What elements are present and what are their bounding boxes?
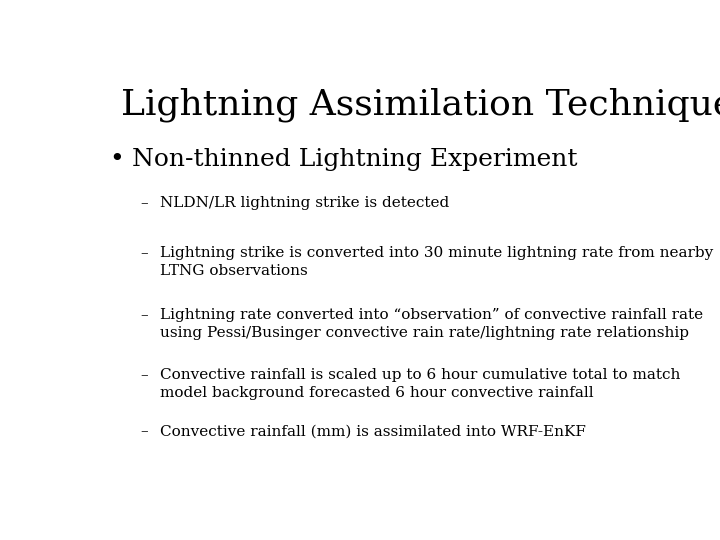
Text: Lightning rate converted into “observation” of convective rainfall rate
using Pe: Lightning rate converted into “observati…	[160, 308, 703, 340]
Text: –: –	[140, 368, 148, 382]
Text: –: –	[140, 308, 148, 322]
Text: Convective rainfall (mm) is assimilated into WRF-EnKF: Convective rainfall (mm) is assimilated …	[160, 424, 585, 438]
Text: Convective rainfall is scaled up to 6 hour cumulative total to match
model backg: Convective rainfall is scaled up to 6 ho…	[160, 368, 680, 400]
Text: •: •	[109, 148, 125, 171]
Text: Lightning strike is converted into 30 minute lightning rate from nearby
LTNG obs: Lightning strike is converted into 30 mi…	[160, 246, 713, 278]
Text: Non-thinned Lightning Experiment: Non-thinned Lightning Experiment	[132, 148, 577, 171]
Text: NLDN/LR lightning strike is detected: NLDN/LR lightning strike is detected	[160, 196, 449, 210]
Text: –: –	[140, 424, 148, 438]
Text: Lightning Assimilation Techniques: Lightning Assimilation Techniques	[121, 87, 720, 122]
Text: –: –	[140, 196, 148, 210]
Text: –: –	[140, 246, 148, 260]
